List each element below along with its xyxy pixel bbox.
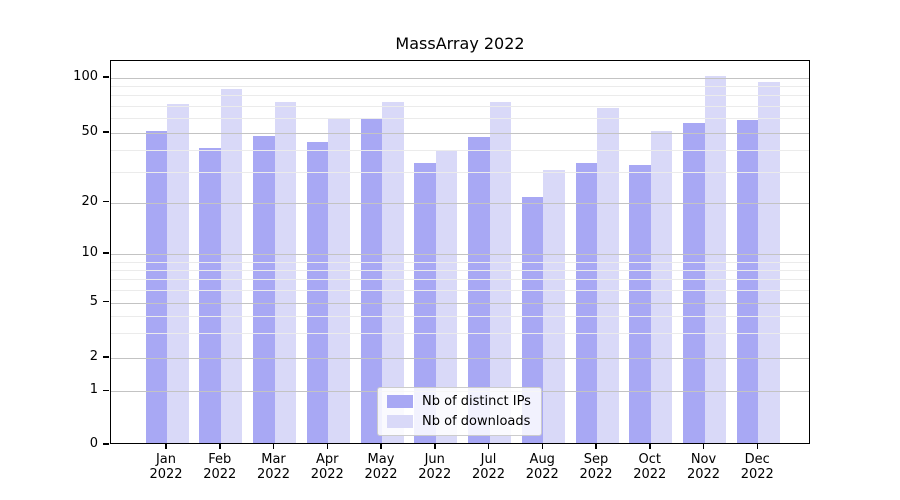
bar-distinct-ips: [145, 130, 167, 443]
x-tick-label: Apr 2022: [310, 452, 344, 482]
legend-label-distinct-ips: Nb of distinct IPs: [422, 394, 531, 409]
y-tick-mark: [103, 443, 109, 445]
y-tick-mark: [103, 200, 109, 203]
x-tick-label: Jul 2022: [471, 452, 506, 482]
x-tick-mark: [649, 444, 651, 449]
bar-distinct-ips: [199, 147, 221, 443]
y-tick-label: 10: [81, 245, 98, 261]
bar-downloads: [704, 75, 726, 443]
y-tick-label: 0: [89, 436, 98, 451]
bar-distinct-ips: [360, 119, 382, 443]
bar-downloads: [274, 101, 296, 443]
bar-distinct-ips: [306, 142, 329, 443]
bar-downloads: [543, 169, 565, 443]
bar-distinct-ips: [575, 162, 597, 443]
y-tick-label: 20: [81, 193, 98, 209]
bar-downloads: [435, 149, 458, 443]
x-tick-label: May 2022: [364, 452, 398, 482]
x-tick-mark: [326, 444, 328, 449]
x-tick-label: Dec 2022: [740, 452, 774, 482]
x-tick-mark: [487, 444, 490, 449]
y-tick-mark: [103, 76, 109, 78]
x-tick-label: Mar 2022: [256, 452, 291, 482]
bar-downloads: [758, 82, 780, 443]
y-tick-label: 2: [89, 348, 98, 364]
bar-distinct-ips: [629, 164, 651, 443]
bar-downloads: [167, 104, 189, 443]
bar-downloads: [650, 130, 673, 443]
x-tick-mark: [219, 444, 221, 449]
y-tick-mark: [103, 252, 109, 254]
y-tick-mark: [103, 389, 109, 391]
bars-layer: [111, 61, 809, 443]
legend-swatch-distinct-ips-icon: [387, 395, 413, 408]
x-tick-label: Jan 2022: [149, 452, 183, 482]
y-tick-label: 50: [81, 123, 98, 139]
y-tick-mark: [103, 131, 109, 133]
x-tick-label: Nov 2022: [686, 452, 721, 482]
legend: Nb of distinct IPs Nb of downloads: [377, 387, 542, 436]
legend-label-downloads: Nb of downloads: [422, 414, 531, 429]
x-tick-mark: [595, 444, 597, 449]
legend-row-downloads: Nb of downloads: [387, 414, 531, 429]
bar-distinct-ips: [736, 120, 759, 443]
plot-area: Nb of distinct IPs Nb of downloads: [110, 60, 810, 444]
y-tick-label: 5: [89, 293, 98, 309]
x-tick-mark: [756, 444, 758, 449]
bar-distinct-ips: [521, 197, 544, 443]
x-tick-mark: [434, 444, 436, 449]
bar-downloads: [220, 88, 243, 443]
bar-downloads: [328, 119, 350, 443]
bar-distinct-ips: [683, 123, 705, 443]
bar-downloads: [489, 101, 511, 443]
y-tick-mark: [103, 300, 109, 303]
bar-downloads: [597, 107, 619, 443]
y-tick-label: 100: [73, 68, 98, 84]
x-tick-mark: [272, 444, 275, 449]
x-tick-label: Jun 2022: [418, 452, 452, 482]
y-tick-mark: [103, 356, 109, 358]
x-tick-label: Oct 2022: [633, 452, 667, 482]
x-tick-label: Feb 2022: [203, 452, 237, 482]
chart-title: MassArray 2022: [395, 34, 525, 53]
legend-row-distinct-ips: Nb of distinct IPs: [387, 394, 531, 409]
x-tick-mark: [541, 444, 543, 449]
y-tick-label: 1: [89, 382, 98, 398]
x-tick-mark: [702, 444, 705, 449]
legend-swatch-downloads-icon: [387, 415, 413, 428]
bar-distinct-ips: [253, 135, 275, 443]
x-tick-mark: [380, 444, 382, 449]
x-tick-mark: [165, 444, 167, 449]
x-tick-label: Aug 2022: [525, 452, 559, 482]
bar-downloads: [382, 101, 404, 443]
x-tick-label: Sep 2022: [579, 452, 613, 482]
